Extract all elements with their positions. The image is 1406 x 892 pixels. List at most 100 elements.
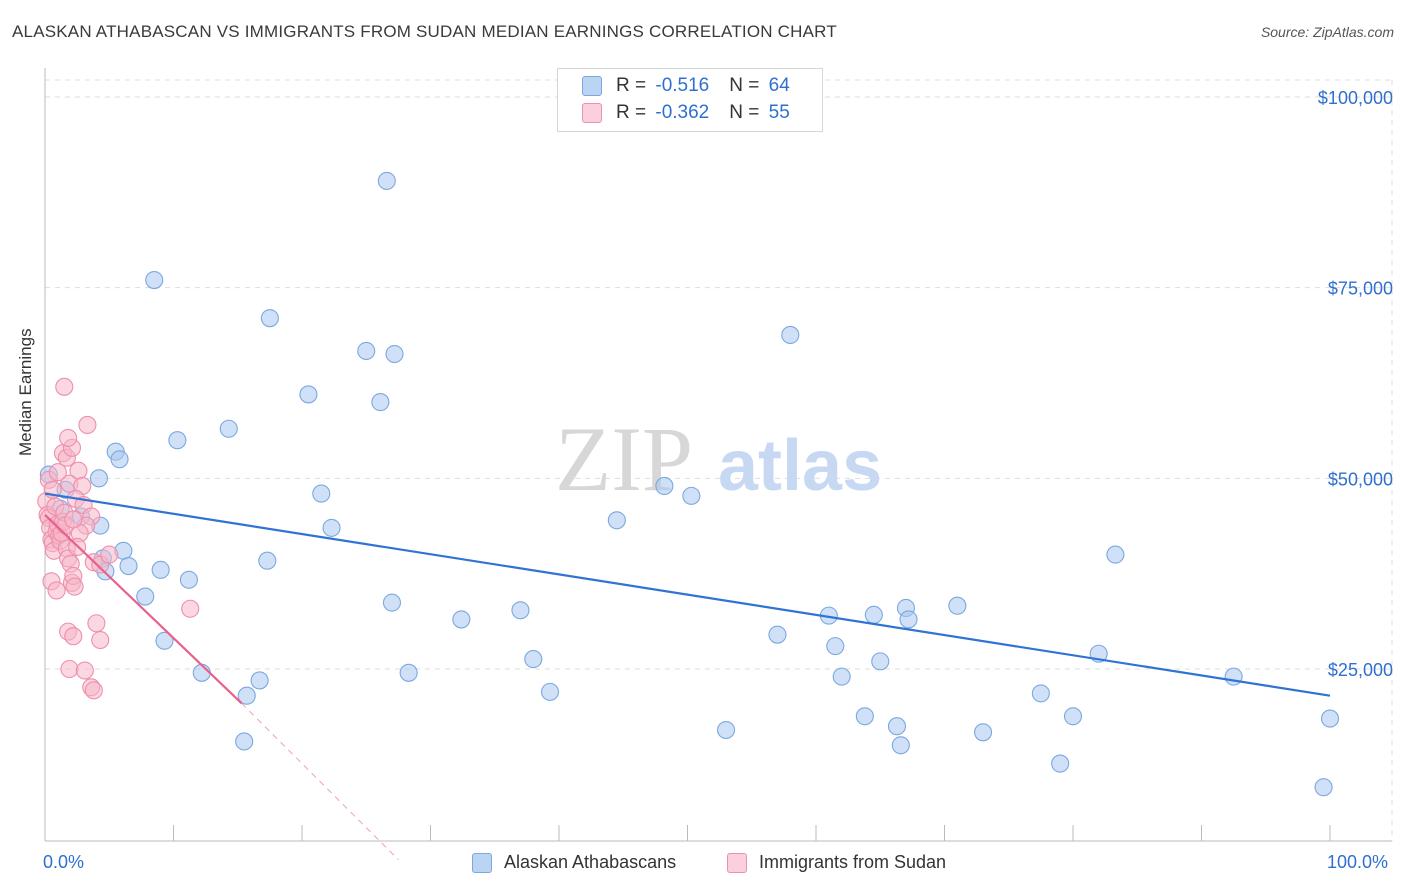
- pink-point-39: [64, 510, 83, 529]
- chart-title: ALASKAN ATHABASCAN VS IMMIGRANTS FROM SU…: [12, 22, 837, 41]
- blue-point-37: [540, 682, 560, 701]
- legend-n-value: 64: [768, 75, 790, 96]
- blue-point-35: [511, 601, 530, 620]
- blue-point-30: [377, 171, 396, 190]
- pink-trend-extension: [241, 702, 399, 861]
- blue-point-47: [855, 707, 874, 726]
- bottom-legend-pink: Immigrants from Sudan: [727, 852, 946, 873]
- bottom-legend-label-pink: Immigrants from Sudan: [759, 852, 947, 872]
- blue-point-43: [781, 325, 800, 345]
- pink-point-42: [100, 545, 119, 564]
- blue-point-34: [452, 610, 471, 629]
- y-tick-label-0: $25,000: [1328, 660, 1393, 680]
- blue-point-53: [899, 610, 918, 629]
- blue-point-26: [312, 484, 331, 503]
- bottom-legend-blue: Alaskan Athabascans: [472, 852, 676, 873]
- legend-row-blue: R = -0.516 N = 64: [582, 74, 790, 98]
- pink-point-45: [87, 614, 106, 633]
- blue-point-51: [891, 736, 910, 755]
- pink-point-21: [65, 577, 84, 596]
- y-tick-label-1: $50,000: [1328, 469, 1393, 489]
- pink-point-51: [181, 599, 200, 618]
- blue-point-56: [1031, 684, 1050, 703]
- blue-point-55: [973, 723, 993, 742]
- series-immigrants-from-sudan: [37, 377, 200, 700]
- y-tick-label-3: $100,000: [1318, 88, 1393, 108]
- axes: [44, 68, 1392, 842]
- blue-point-31: [382, 593, 402, 612]
- watermark-atlas: atlas: [718, 426, 882, 506]
- blue-point-16: [168, 431, 187, 450]
- blue-point-36: [524, 650, 543, 669]
- blue-trend-line: [44, 492, 1331, 697]
- y-tick-labels: $25,000 $50,000 $75,000 $100,000: [1318, 88, 1393, 680]
- y-axis-label: Median Earnings: [16, 328, 35, 456]
- blue-point-60: [1106, 545, 1125, 564]
- blue-point-25: [299, 385, 318, 404]
- blue-point-38: [607, 511, 626, 530]
- blue-point-33: [399, 663, 418, 682]
- pink-point-47: [60, 659, 79, 679]
- blue-point-15: [155, 631, 174, 650]
- legend-r-value: -0.362: [655, 102, 710, 123]
- blue-point-45: [826, 637, 845, 656]
- blue-point-32: [385, 344, 404, 364]
- legend-n-value: 55: [768, 102, 790, 123]
- blue-point-58: [1063, 707, 1083, 726]
- x-tick-label-min: 0.0%: [43, 852, 85, 872]
- pink-point-50: [84, 681, 103, 700]
- blue-point-13: [151, 560, 170, 579]
- blue-point-41: [716, 720, 736, 740]
- blue-point-40: [682, 486, 701, 505]
- blue-point-20: [237, 686, 256, 705]
- legend-r-label: R =: [616, 75, 652, 96]
- blue-point-27: [322, 518, 341, 537]
- blue-point-48: [864, 605, 883, 624]
- x-tick-label-max: 100.0%: [1327, 852, 1389, 872]
- blue-point-62: [1314, 778, 1333, 797]
- blue-point-11: [119, 556, 138, 576]
- legend-row-pink: R = -0.362 N = 55: [582, 101, 790, 125]
- pink-trend-line: [44, 514, 243, 705]
- blue-point-49: [871, 652, 890, 671]
- blue-point-17: [179, 570, 198, 589]
- source-label: Source: ZipAtlas.com: [1260, 24, 1394, 40]
- blue-point-14: [136, 587, 155, 606]
- blue-point-42: [768, 625, 787, 644]
- blue-point-29: [371, 393, 390, 412]
- pink-point-31: [55, 377, 74, 396]
- pink-point-44: [64, 627, 83, 646]
- legend-n-label: N =: [729, 102, 765, 123]
- legend-swatch-pink: [582, 103, 602, 123]
- pink-point-48: [75, 661, 94, 680]
- blue-point-22: [250, 671, 269, 690]
- blue-point-63: [1320, 709, 1340, 728]
- bottom-legend-label-blue: Alaskan Athabascans: [504, 852, 677, 872]
- blue-point-39: [655, 476, 674, 496]
- blue-point-24: [260, 309, 279, 328]
- blue-point-19: [219, 419, 238, 438]
- legend-r-label: R =: [616, 102, 652, 123]
- blue-point-5: [110, 450, 129, 469]
- blue-point-28: [357, 341, 376, 361]
- pink-point-23: [47, 581, 66, 600]
- legend-r-value: -0.516: [655, 75, 710, 96]
- pink-point-46: [91, 630, 110, 650]
- bottom-legend-swatch-blue: [472, 852, 492, 873]
- blue-point-23: [258, 551, 277, 570]
- blue-point-12: [145, 270, 164, 290]
- blue-point-57: [1051, 754, 1070, 773]
- correlation-legend: R = -0.516 N = 64 R = -0.362 N = 55: [557, 68, 823, 132]
- blue-point-50: [887, 717, 907, 736]
- blue-point-21: [235, 732, 254, 751]
- legend-n-label: N =: [729, 75, 765, 96]
- watermark-zip: ZIP: [555, 408, 693, 510]
- blue-point-46: [832, 667, 851, 686]
- watermark: ZIP atlas: [555, 408, 882, 510]
- pink-point-30: [78, 415, 97, 434]
- y-tick-label-2: $75,000: [1328, 279, 1393, 299]
- grid-lines: [45, 79, 1393, 841]
- trend-lines: [44, 492, 1331, 861]
- blue-point-3: [89, 469, 109, 488]
